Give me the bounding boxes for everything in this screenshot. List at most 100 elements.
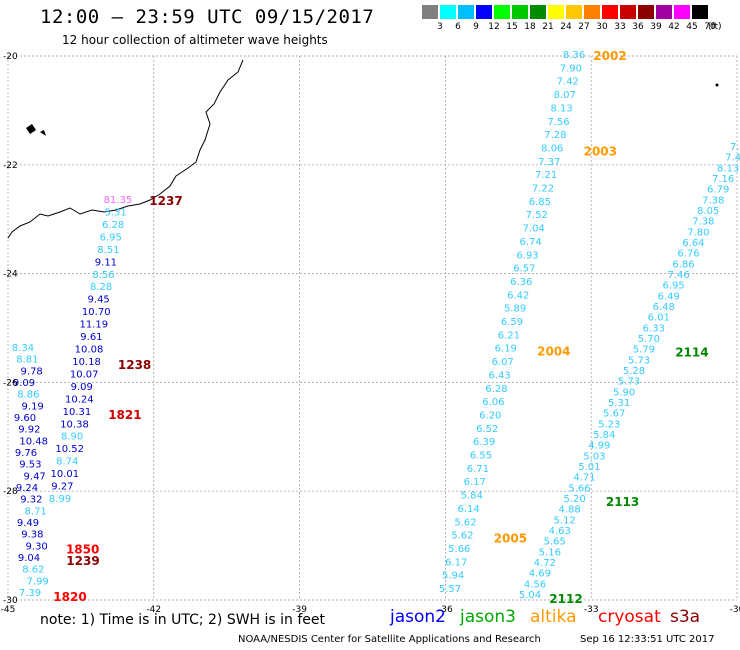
wave-height-value: 6.42: [507, 290, 529, 301]
pass-time-label: 2114: [675, 346, 708, 360]
legend-unit: (ft): [708, 22, 722, 32]
page-subtitle: 12 hour collection of altimeter wave hei…: [62, 33, 328, 47]
legend-tick-label: 24: [560, 22, 572, 32]
wave-height-value: 6.33: [643, 323, 665, 334]
legend-tick-label: 15: [506, 22, 518, 32]
wave-height-value: 6.76: [677, 249, 699, 260]
wave-height-value: 9.04: [18, 553, 40, 564]
wave-height-value: 9.53: [19, 460, 41, 471]
wave-height-value: 8.74: [56, 457, 78, 468]
wave-height-value: 7.90: [560, 63, 582, 74]
wave-height-value: 6.07: [492, 357, 514, 368]
wave-height-value: 7.99: [27, 576, 49, 587]
wave-height-value: 9.60: [14, 413, 36, 424]
satellite-name: s3a: [670, 607, 701, 627]
lat-tick-label: -30: [3, 596, 18, 606]
wave-height-value: 10.08: [75, 345, 104, 356]
legend-swatch: [548, 5, 564, 19]
lat-tick-label: -26: [3, 378, 18, 388]
pass-time-label: 2004: [537, 345, 570, 359]
wave-height-value: 6.36: [510, 277, 532, 288]
wave-height-value: 6.39: [473, 437, 495, 448]
pass-time-label: 1850: [66, 542, 99, 556]
wave-height-value: 5.65: [544, 537, 566, 548]
wave-height-value: 7.80: [687, 227, 709, 238]
legend-tick-label: 3: [437, 22, 443, 32]
satellite-name: altika: [530, 607, 577, 627]
wave-height-value: 9.19: [22, 401, 44, 412]
wave-height-value: 6.74: [519, 237, 541, 248]
wave-height-value: 10.01: [51, 469, 80, 480]
lat-tick-label: -22: [3, 161, 18, 171]
legend-swatch: [602, 5, 618, 19]
wave-height-value: 9.45: [88, 295, 110, 306]
wave-height-value: 9.11: [95, 257, 117, 268]
pass-time-label: 2005: [494, 532, 527, 546]
wave-height-value: 9.38: [21, 530, 43, 541]
wave-height-value: 6.49: [658, 291, 680, 302]
wave-height-value: 8.07: [554, 90, 576, 101]
wave-height-value: 10.07: [70, 369, 99, 380]
wave-height-value: 9.09: [13, 378, 35, 389]
wave-height-value: 8.13: [550, 103, 572, 114]
legend-swatch: [422, 5, 438, 19]
wave-height-value: 5.31: [104, 207, 126, 218]
wave-height-value: 9.24: [16, 483, 38, 494]
wave-height-value: 6.28: [485, 384, 507, 395]
wave-height-value: 7.28: [544, 130, 566, 141]
legend-tick-label: 6: [455, 22, 461, 32]
wave-height-value: 10.38: [60, 419, 89, 430]
wave-height-value: 6.17: [464, 477, 486, 488]
credit-text: NOAA/NESDIS Center for Satellite Applica…: [238, 634, 541, 645]
wave-height-value: 7.38: [702, 195, 724, 206]
lon-tick-label: -30: [730, 605, 740, 615]
legend-tick-label: 9: [473, 22, 479, 32]
wave-height-value: 8.51: [97, 245, 119, 256]
wave-height-value: 6.71: [467, 464, 489, 475]
wave-height-value: 7.22: [532, 184, 554, 195]
legend-tick-label: 39: [650, 22, 662, 32]
wave-height-value: 6.55: [470, 451, 492, 462]
wave-height-value: 8.99: [49, 494, 71, 505]
wave-height-value: 5.23: [598, 419, 620, 430]
pass-time-label: 2113: [606, 495, 639, 509]
pass-time-label: 1821: [108, 408, 141, 422]
wave-height-value: 9.47: [24, 471, 46, 482]
pass-time-label: 2002: [593, 49, 626, 63]
legend-swatch: [512, 5, 528, 19]
island-shapes: [26, 124, 46, 136]
wave-height-value: 5.03: [583, 451, 605, 462]
legend-tick-label: 36: [632, 22, 644, 32]
wave-height-value: 6.01: [648, 313, 670, 324]
lat-tick-label: -20: [3, 52, 18, 62]
wave-height-value: 5.01: [578, 462, 600, 473]
wave-height-value: 7.7: [730, 142, 740, 153]
legend-swatch: [692, 5, 708, 19]
wave-height-value: 7.46: [667, 270, 689, 281]
wave-height-value: 6.43: [488, 370, 510, 381]
wave-height-value: 6.06: [482, 397, 504, 408]
wave-height-value: 10.52: [55, 444, 84, 455]
lon-tick-label: -45: [1, 605, 16, 615]
pass-time-label: 1237: [149, 194, 182, 208]
legend-swatch: [476, 5, 492, 19]
wave-height-value: 4.71: [573, 473, 595, 484]
wave-height-value: 5.67: [603, 409, 625, 420]
wave-height-value: 8.71: [25, 506, 47, 517]
wave-height-value: 6.64: [682, 238, 704, 249]
legend-tick-label: 45: [686, 22, 698, 32]
lat-tick-label: -24: [3, 270, 18, 280]
wave-height-value: 6.48: [653, 302, 675, 313]
wave-height-value: 5.73: [618, 377, 640, 388]
wave-height-value: 5.84: [593, 430, 615, 441]
wave-height-value: 8.13: [717, 163, 739, 174]
coastline-path: [7, 59, 244, 239]
legend-swatch: [440, 5, 456, 19]
wave-height-value: 10.24: [65, 394, 94, 405]
wave-height-value: 6.95: [100, 232, 122, 243]
wave-height-value: 8.62: [22, 565, 44, 576]
footer-note: note: 1) Time is in UTC; 2) SWH is in fe…: [40, 612, 326, 628]
legend-swatch: [674, 5, 690, 19]
pass-time-label: 1238: [118, 358, 151, 372]
wave-height-value: 10.31: [63, 407, 92, 418]
